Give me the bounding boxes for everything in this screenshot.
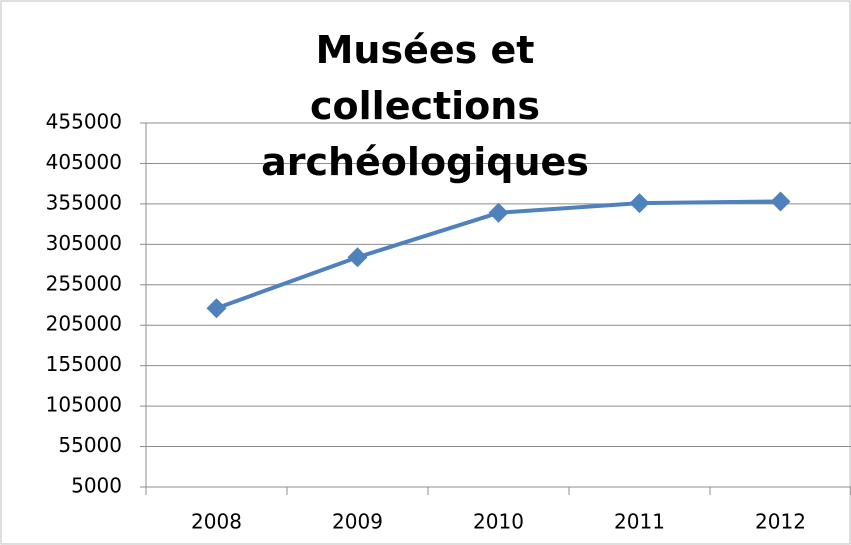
y-tick-label: 55000 <box>58 433 122 457</box>
x-tick-label: 2011 <box>614 510 665 534</box>
data-point <box>770 191 791 212</box>
y-tick-label: 305000 <box>46 231 122 255</box>
data-point <box>629 193 650 214</box>
x-tick-label: 2008 <box>191 510 242 534</box>
y-tick-label: 405000 <box>46 150 122 174</box>
data-point <box>347 247 368 268</box>
y-tick-label: 105000 <box>46 393 122 417</box>
y-tick-label: 355000 <box>46 190 122 214</box>
y-tick-label: 205000 <box>46 312 122 336</box>
x-tick-label: 2012 <box>755 510 806 534</box>
x-tick-label: 2009 <box>332 510 383 534</box>
y-tick-label: 255000 <box>46 271 122 295</box>
data-point <box>488 202 509 223</box>
x-tick-label: 2010 <box>473 510 524 534</box>
y-tick-label: 155000 <box>46 352 122 376</box>
data-point <box>206 298 227 319</box>
y-tick-label: 455000 <box>46 110 122 134</box>
y-tick-label: 5000 <box>71 474 122 498</box>
chart-title: Musées et collections archéologiques <box>261 28 589 184</box>
